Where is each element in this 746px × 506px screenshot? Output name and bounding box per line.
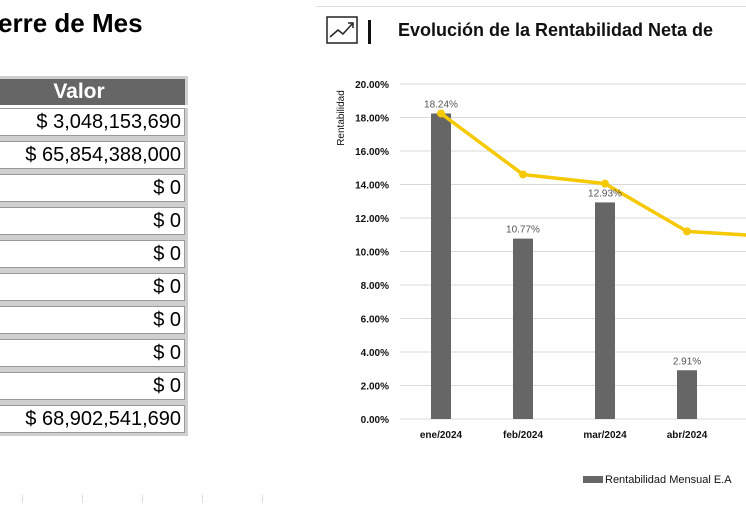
table-row: $ 0 <box>0 273 185 301</box>
y-axis-label: Rentabilidad <box>336 90 347 146</box>
title-separator <box>368 20 371 44</box>
bar <box>513 238 533 419</box>
line-point <box>437 109 445 118</box>
y-tick-label: 0.00% <box>361 415 389 426</box>
bar <box>431 113 451 419</box>
y-tick-label: 18.00% <box>355 114 389 125</box>
y-axis: 0.00% 2.00% 4.00% 6.00% 8.00% 10.00% 12.00% 14.… <box>355 80 389 426</box>
line-point <box>519 170 527 179</box>
y-tick-label: 6.00% <box>361 315 389 326</box>
value-column-header: Valor <box>0 76 188 105</box>
y-tick-label: 2.00% <box>361 382 389 393</box>
value-rows: $ 3,048,153,690 $ 65,854,388,000 $ 0 $ 0… <box>0 108 188 436</box>
grid <box>400 83 746 420</box>
line-series <box>437 109 746 237</box>
value-table: Valor $ 3,048,153,690 $ 65,854,388,000 $… <box>0 76 188 436</box>
line-point <box>601 179 609 188</box>
line-point <box>683 227 691 236</box>
y-tick-label: 16.00% <box>355 147 389 158</box>
table-row: $ 0 <box>0 372 185 400</box>
table-row: $ 0 <box>0 240 185 268</box>
data-label: 10.77% <box>506 225 540 236</box>
table-row: $ 0 <box>0 339 185 367</box>
x-tick-label: abr/2024 <box>667 430 708 441</box>
panel-divider <box>316 6 746 7</box>
data-label: 12.93% <box>588 188 622 199</box>
legend-swatch <box>583 476 603 483</box>
table-row: $ 65,854,388,000 <box>0 141 185 169</box>
y-tick-label: 4.00% <box>361 348 389 359</box>
page-title: erre de Mes <box>0 8 143 38</box>
table-row: $ 0 <box>0 174 185 202</box>
table-row: $ 3,048,153,690 <box>0 108 185 136</box>
y-tick-label: 12.00% <box>355 214 389 225</box>
y-tick-label: 10.00% <box>355 248 389 259</box>
bar <box>595 202 615 419</box>
table-row-total: $ 68,902,541,690 <box>0 405 185 433</box>
y-tick-label: 14.00% <box>355 181 389 192</box>
y-tick-label: 8.00% <box>361 281 389 292</box>
scroll-ruler <box>0 495 300 503</box>
chart-title: Evolución de la Rentabilidad Neta de <box>398 20 714 40</box>
y-tick-label: 20.00% <box>355 80 389 91</box>
x-tick-label: feb/2024 <box>503 430 543 441</box>
x-tick-label: mar/2024 <box>583 430 627 441</box>
bar-series <box>431 113 697 419</box>
trending-chart-icon <box>326 16 358 49</box>
bar <box>677 370 697 419</box>
x-tick-label: ene/2024 <box>420 430 463 441</box>
legend-label: Rentabilidad Mensual E.A <box>605 474 732 486</box>
table-row: $ 0 <box>0 306 185 334</box>
table-row: $ 0 <box>0 207 185 235</box>
data-label: 2.91% <box>673 356 701 367</box>
data-labels: 18.24% 10.77% 12.93% 2.91% <box>424 99 701 367</box>
data-label: 18.24% <box>424 99 458 110</box>
